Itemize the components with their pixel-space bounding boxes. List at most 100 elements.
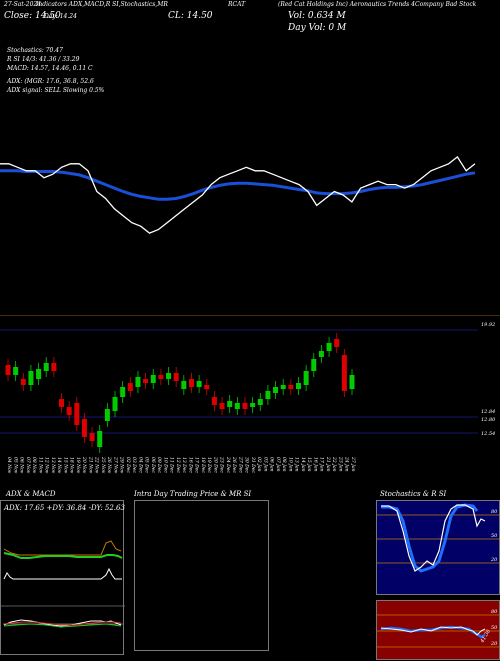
candle-body xyxy=(273,387,279,393)
candle-body xyxy=(81,419,87,437)
date-label: 10 Dec xyxy=(162,457,168,473)
rsi-blue-line xyxy=(380,625,486,639)
date-label: 04 Dec xyxy=(137,457,143,473)
candle-body xyxy=(181,381,187,389)
candle-body xyxy=(120,387,126,397)
date-label: 08 Nov xyxy=(31,457,37,474)
rsi-chart: 80 50 20 41.36 xyxy=(377,609,500,648)
candle-body xyxy=(36,369,42,379)
candle-body xyxy=(219,403,225,409)
date-label: 13 Nov xyxy=(50,457,56,474)
date-label: 27 Jan xyxy=(350,456,356,472)
date-label: 23 Dec xyxy=(219,456,225,473)
date-label: 22 Nov xyxy=(94,456,100,474)
stat-signal: ADX signal: SELL Slowing 0.5% xyxy=(7,87,105,94)
date-label: 08 Jan xyxy=(281,457,287,472)
rsi-panel: 80 50 20 41.36 xyxy=(376,600,500,660)
date-label: 03 Jan xyxy=(262,457,268,472)
header-date-line1: 27-Sat-2024 xyxy=(4,1,42,8)
stat-macd: MACD: 14.57, 14.46, 0.11 C xyxy=(7,65,93,72)
date-label: 20 Dec xyxy=(212,456,218,473)
candle-body xyxy=(135,377,141,387)
candle-body xyxy=(127,383,133,391)
price-label-1: 19.92 xyxy=(481,322,495,328)
candle-body xyxy=(188,379,194,387)
date-label: 13 Dec xyxy=(181,457,187,473)
date-label: 11 Nov xyxy=(37,457,43,474)
rsi-label-50: 50 xyxy=(491,625,498,631)
stat-stochastics: Stochastics: 70.47 xyxy=(7,47,63,54)
adx-green-line xyxy=(3,552,123,559)
date-label: 26 Dec xyxy=(231,456,237,473)
candle-body xyxy=(150,375,156,383)
candle-body xyxy=(89,433,95,441)
candle-body xyxy=(311,359,317,371)
header-day: Day: 14.24 xyxy=(44,13,77,20)
rsi-white-line xyxy=(380,626,486,636)
date-label: 29 Nov xyxy=(119,456,125,474)
date-label: 24 Dec xyxy=(225,456,231,473)
date-label: 05 Nov xyxy=(12,457,18,474)
date-axis: 04 Nov 05 Nov 06 Nov 07 Nov 08 Nov 11 Nov 12 N… xyxy=(6,456,356,474)
candle-body xyxy=(66,407,72,415)
candle-body xyxy=(97,431,103,447)
date-label: 21 Nov xyxy=(87,456,93,474)
date-label: 27 Nov xyxy=(112,456,118,474)
date-label: 17 Jan xyxy=(319,457,325,472)
date-label: 26 Nov xyxy=(106,456,112,474)
date-label: 18 Dec xyxy=(200,457,206,473)
stoch-label-80: 80 xyxy=(491,509,498,515)
date-label: 14 Jan xyxy=(300,457,306,472)
date-label: 06 Nov xyxy=(19,457,25,474)
mr-panel-title: Intra Day Trading Price & MR SI xyxy=(134,490,252,498)
macd-green-line xyxy=(3,623,122,628)
stoch-panel: 80 50 20 xyxy=(376,500,500,595)
candle-body xyxy=(341,355,347,391)
date-label: 02 Dec xyxy=(125,457,131,473)
candle-body xyxy=(43,363,49,371)
mr-panel xyxy=(134,500,269,651)
date-label: 03 Dec xyxy=(131,457,137,473)
date-label: 24 Jan xyxy=(344,456,350,472)
candle-body xyxy=(158,375,164,379)
candle-body xyxy=(227,401,233,407)
date-label: 22 Jan xyxy=(331,456,337,472)
candle-body xyxy=(349,375,355,389)
stoch-label-50: 50 xyxy=(491,533,498,539)
header-dayvol: Day Vol: 0 M xyxy=(288,23,347,33)
candle-body xyxy=(166,373,172,379)
candle-body xyxy=(211,397,217,405)
candle-body xyxy=(257,399,263,405)
adx-white-line xyxy=(3,567,122,580)
date-label: 06 Dec xyxy=(150,457,156,473)
date-label: 13 Jan xyxy=(294,457,300,472)
date-label: 31 Dec xyxy=(250,457,256,473)
date-label: 30 Dec xyxy=(244,457,250,473)
candle-body xyxy=(288,385,294,389)
date-label: 14 Nov xyxy=(56,457,62,474)
adx-values: ADX: 17.65 +DY: 36.84 -DY: 52.63 xyxy=(4,504,125,512)
date-labels: 04 Nov 05 Nov 06 Nov 07 Nov 08 Nov 11 Nov 12 N… xyxy=(6,456,356,474)
macd-red-line xyxy=(3,621,122,626)
candle-body xyxy=(326,343,332,351)
candle-body xyxy=(295,383,301,389)
candle-body xyxy=(318,351,324,357)
candle-body xyxy=(5,365,11,375)
date-label: 25 Nov xyxy=(100,456,106,474)
candle-body xyxy=(104,409,110,421)
candle-body xyxy=(20,379,26,385)
header-vol: Vol: 0.634 M xyxy=(288,11,346,21)
header-company: (Red Cat Holdings Inc) Aeronautics Trend… xyxy=(278,1,477,8)
candle-body xyxy=(204,385,210,389)
date-label: 10 Jan xyxy=(287,457,293,472)
date-label: 16 Dec xyxy=(187,457,193,473)
date-label: 20 Nov xyxy=(81,456,87,474)
candle-body xyxy=(13,367,19,375)
adx-lines-chart xyxy=(1,540,125,628)
candlestick-chart: 19.92 12.84 12.80 12.54 xyxy=(0,315,500,453)
date-label: 19 Dec xyxy=(206,457,212,473)
price-line xyxy=(0,155,476,234)
price-line-chart xyxy=(0,155,476,234)
candle-body xyxy=(250,403,256,407)
date-label: 23 Jan xyxy=(337,456,343,472)
